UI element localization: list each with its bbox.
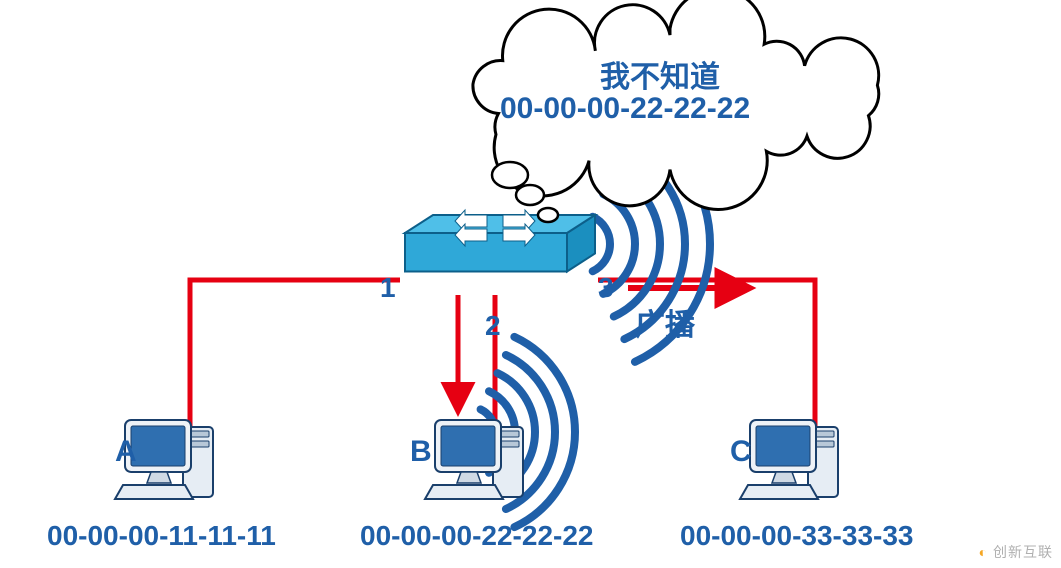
host-b-mac: 00-00-00-22-22-22 [360,520,594,552]
computer-b-icon [425,420,523,499]
computer-c-icon [740,420,838,499]
host-b-label: B [410,435,432,469]
watermark: ◐ 创新互联 [979,542,1053,562]
host-a-label: A [115,435,137,469]
network-wires [190,280,815,440]
switch-icon [405,210,595,272]
host-a-mac: 00-00-00-11-11-11 [47,520,276,552]
host-c-mac: 00-00-00-33-33-33 [680,520,914,552]
port-1-label: 1 [380,272,396,304]
cloud-text-line1: 我不知道 [600,52,720,96]
wire-left [190,280,400,440]
host-c-label: C [730,435,752,469]
diagram-canvas [0,0,1061,568]
port-3-label: 3 [598,272,614,304]
broadcast-label: 广播 [635,300,695,344]
cloud-text-line2: 00-00-00-22-22-22 [500,92,750,126]
watermark-text: 创新互联 [993,544,1053,560]
port-2-label: 2 [485,310,501,342]
